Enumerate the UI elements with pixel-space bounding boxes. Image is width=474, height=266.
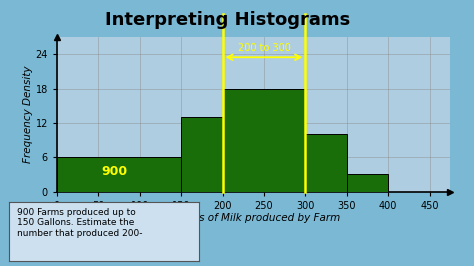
X-axis label: Gallons of Milk produced by Farm: Gallons of Milk produced by Farm (166, 213, 341, 223)
Text: 200 to 300: 200 to 300 (237, 43, 291, 53)
Bar (305, 134, 347, 192)
Bar (347, 174, 388, 192)
Text: 900 Farms produced up to
150 Gallons. Estimate the
number that produced 200-: 900 Farms produced up to 150 Gallons. Es… (17, 208, 143, 238)
Bar (181, 117, 222, 192)
Bar (57, 157, 181, 192)
Text: 900: 900 (102, 165, 128, 178)
Bar (222, 89, 305, 192)
Text: Interpreting Histograms: Interpreting Histograms (105, 11, 350, 29)
Y-axis label: Frequency Density: Frequency Density (23, 66, 33, 163)
